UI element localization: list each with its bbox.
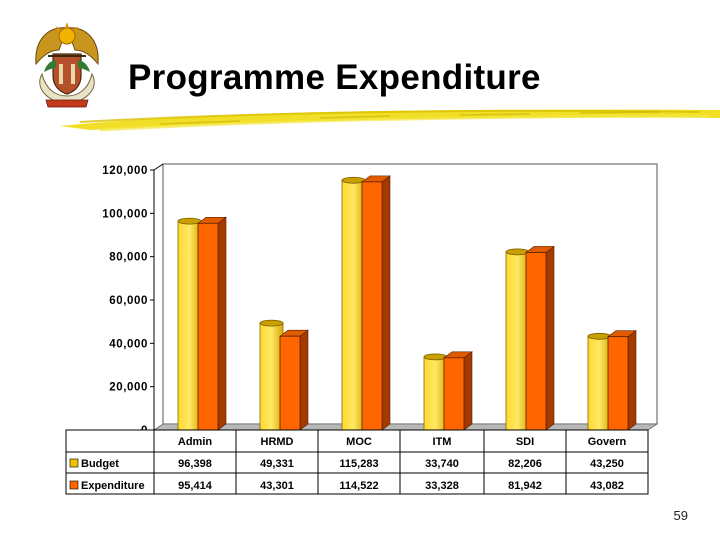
x-category-label: ITM [433, 436, 452, 448]
data-label-budget: 49,331 [260, 458, 294, 470]
data-label-expenditure: 81,942 [508, 480, 542, 492]
y-tick-label: 20,000 [109, 382, 148, 394]
y-tick-label: 60,000 [109, 295, 148, 307]
bar-expenditure-moc [361, 175, 391, 431]
bar-budget-hrmd [259, 319, 284, 431]
data-label-budget: 43,250 [590, 458, 624, 470]
legend-swatch-budget [69, 458, 79, 468]
legend-label-expenditure: Expenditure [81, 480, 145, 492]
page-number: 59 [673, 508, 688, 523]
data-label-budget: 33,740 [425, 458, 459, 470]
bar-expenditure-admin [197, 216, 227, 431]
x-category-label: Admin [178, 436, 213, 448]
data-label-expenditure: 33,328 [425, 480, 459, 492]
bar-expenditure-itm [443, 351, 473, 431]
page-title: Programme Expenditure [128, 58, 541, 97]
y-tick-label: 120,000 [102, 165, 148, 177]
x-category-label: MOC [346, 436, 372, 448]
data-label-expenditure: 95,414 [178, 480, 213, 492]
data-label-budget: 82,206 [508, 458, 542, 470]
y-tick-label: 100,000 [102, 208, 148, 220]
plot-area [162, 163, 658, 425]
coat-of-arms-icon [35, 22, 99, 108]
bar-budget-sdi [505, 248, 530, 431]
data-label-budget: 115,283 [339, 458, 378, 470]
y-tick-label: 40,000 [109, 338, 148, 350]
chart-floor [152, 423, 659, 431]
bar-budget-itm [423, 353, 448, 431]
data-label-budget: 96,398 [178, 458, 212, 470]
bar-budget-moc [341, 176, 366, 431]
bar-budget-admin [177, 217, 202, 431]
x-category-label: Govern [588, 436, 627, 448]
bar-budget-govern [587, 332, 612, 431]
legend-swatch-expenditure [69, 480, 79, 490]
data-label-expenditure: 43,082 [590, 480, 624, 492]
x-category-label: SDI [516, 436, 534, 448]
data-label-expenditure: 43,301 [260, 480, 294, 492]
programme-expenditure-chart: 020,00040,00060,00080,000100,000120,000 … [65, 163, 659, 495]
bar-expenditure-sdi [525, 245, 555, 431]
bar-expenditure-govern [607, 330, 637, 431]
legend-label-budget: Budget [81, 458, 119, 470]
y-tick-label: 80,000 [109, 252, 148, 264]
data-table: Budget Expenditure Admin 96,398 95,414 HRMD… [65, 429, 649, 495]
data-label-expenditure: 114,522 [339, 480, 378, 492]
title-underline-swoosh [60, 109, 720, 132]
x-category-label: HRMD [261, 436, 294, 448]
bar-expenditure-hrmd [279, 329, 309, 431]
